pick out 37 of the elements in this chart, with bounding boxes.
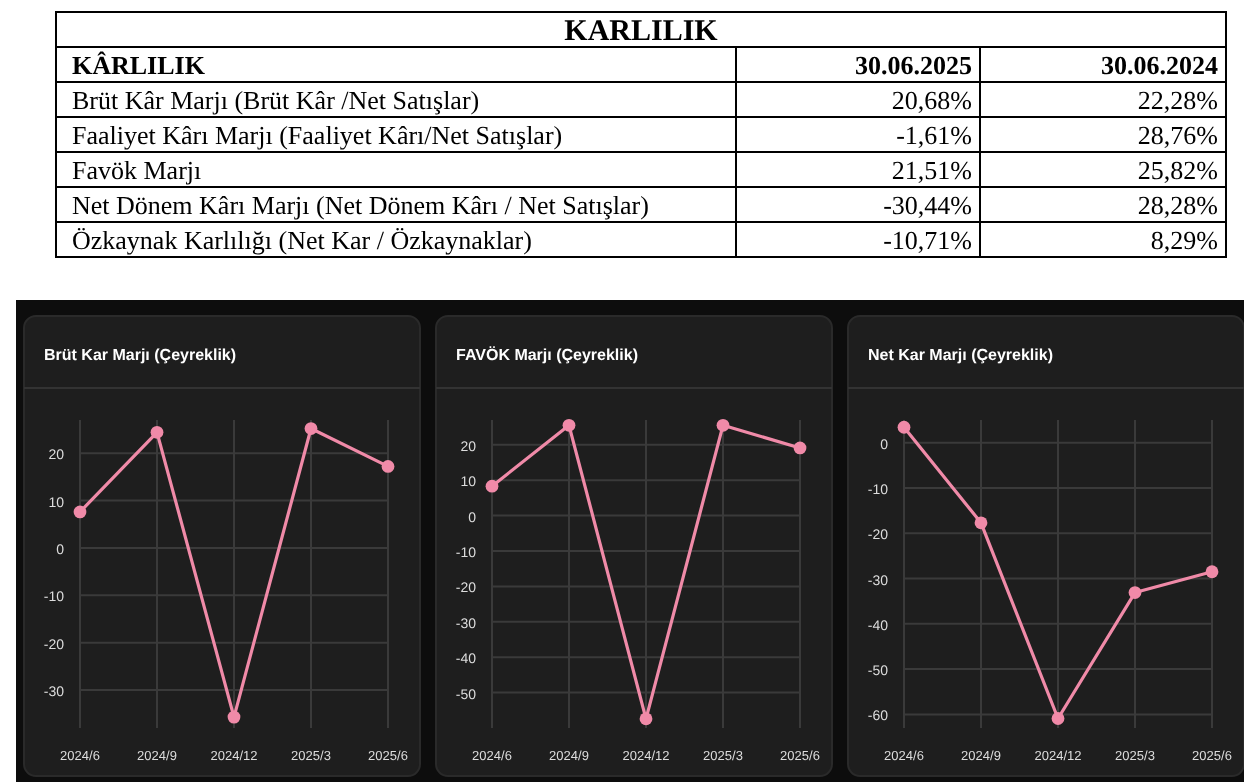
point xyxy=(73,505,87,519)
text: 28,28% xyxy=(1137,190,1218,220)
point xyxy=(716,418,730,432)
text: 20,68% xyxy=(891,85,972,115)
category-label: Favök Marjı xyxy=(72,155,202,185)
text: 25,82% xyxy=(1137,155,1218,185)
text: 21,51% xyxy=(891,155,972,185)
category-label: 30.06.2024 xyxy=(1101,50,1219,80)
point xyxy=(639,712,653,726)
text: -1,61% xyxy=(896,120,972,150)
point xyxy=(562,418,576,432)
chart-title: Net Kar Marjı (Çeyreklik) xyxy=(868,346,1054,364)
category-label: Brüt Kâr Marjı (Brüt Kâr /Net Satışlar) xyxy=(72,85,480,115)
point xyxy=(304,422,318,435)
point xyxy=(381,460,395,473)
category-label: Faaliyet Kârı Marjı (Faaliyet Kârı/Net Satışlar) xyxy=(72,120,563,150)
text: -10,71% xyxy=(883,225,972,255)
text: KARLILIK xyxy=(564,16,719,48)
text: -30,44% xyxy=(883,190,972,220)
point xyxy=(897,420,911,434)
chart-title: Brüt Kar Marjı (Çeyreklik) xyxy=(44,346,237,364)
category-label: Özkaynak Karlılığı (Net Kar / Özkaynaklar) xyxy=(72,225,532,255)
text: 28,76% xyxy=(1137,120,1218,150)
category-label: KÂRLILIK xyxy=(72,50,207,80)
point xyxy=(1128,586,1142,599)
point xyxy=(150,425,164,439)
point xyxy=(1205,565,1219,579)
text: 8,29% xyxy=(1150,225,1218,255)
point xyxy=(793,441,807,455)
point xyxy=(1051,712,1065,725)
chart-title: FAVÖK Marjı (Çeyreklik) xyxy=(456,346,639,364)
category-label: Net Dönem Kârı Marjı (Net Dönem Kârı / Net Satışlar) xyxy=(72,190,649,220)
category-label: 30.06.2025 xyxy=(855,50,973,80)
point xyxy=(974,516,988,530)
text: 22,28% xyxy=(1137,85,1218,115)
point xyxy=(485,479,499,493)
point xyxy=(227,710,241,724)
